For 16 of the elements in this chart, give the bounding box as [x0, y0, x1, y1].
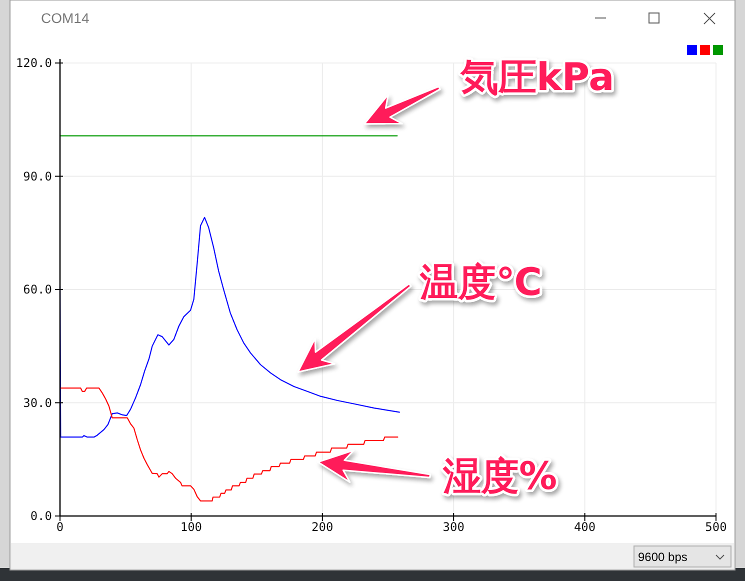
y-tick-label: 0.0: [30, 509, 52, 523]
y-tick-label: 120.0: [16, 56, 52, 70]
x-tick-label: 400: [574, 520, 596, 534]
x-tick-label: 0: [56, 520, 64, 534]
x-tick-label: 500: [705, 520, 727, 534]
chart-title: COM14: [41, 10, 90, 26]
annotation: 温度℃: [418, 260, 542, 304]
x-tick-label: 200: [312, 520, 334, 534]
y-tick-label: 30.0: [23, 396, 52, 410]
y-tick-label: 60.0: [23, 282, 52, 296]
annotation: 気圧kPa: [460, 54, 614, 99]
x-tick-label: 100: [180, 520, 202, 534]
y-tick-label: 90.0: [23, 169, 52, 184]
x-tick-label: 300: [442, 520, 464, 534]
dropdown: 9600 bps: [634, 546, 732, 568]
annotation: 湿度%: [442, 454, 558, 498]
